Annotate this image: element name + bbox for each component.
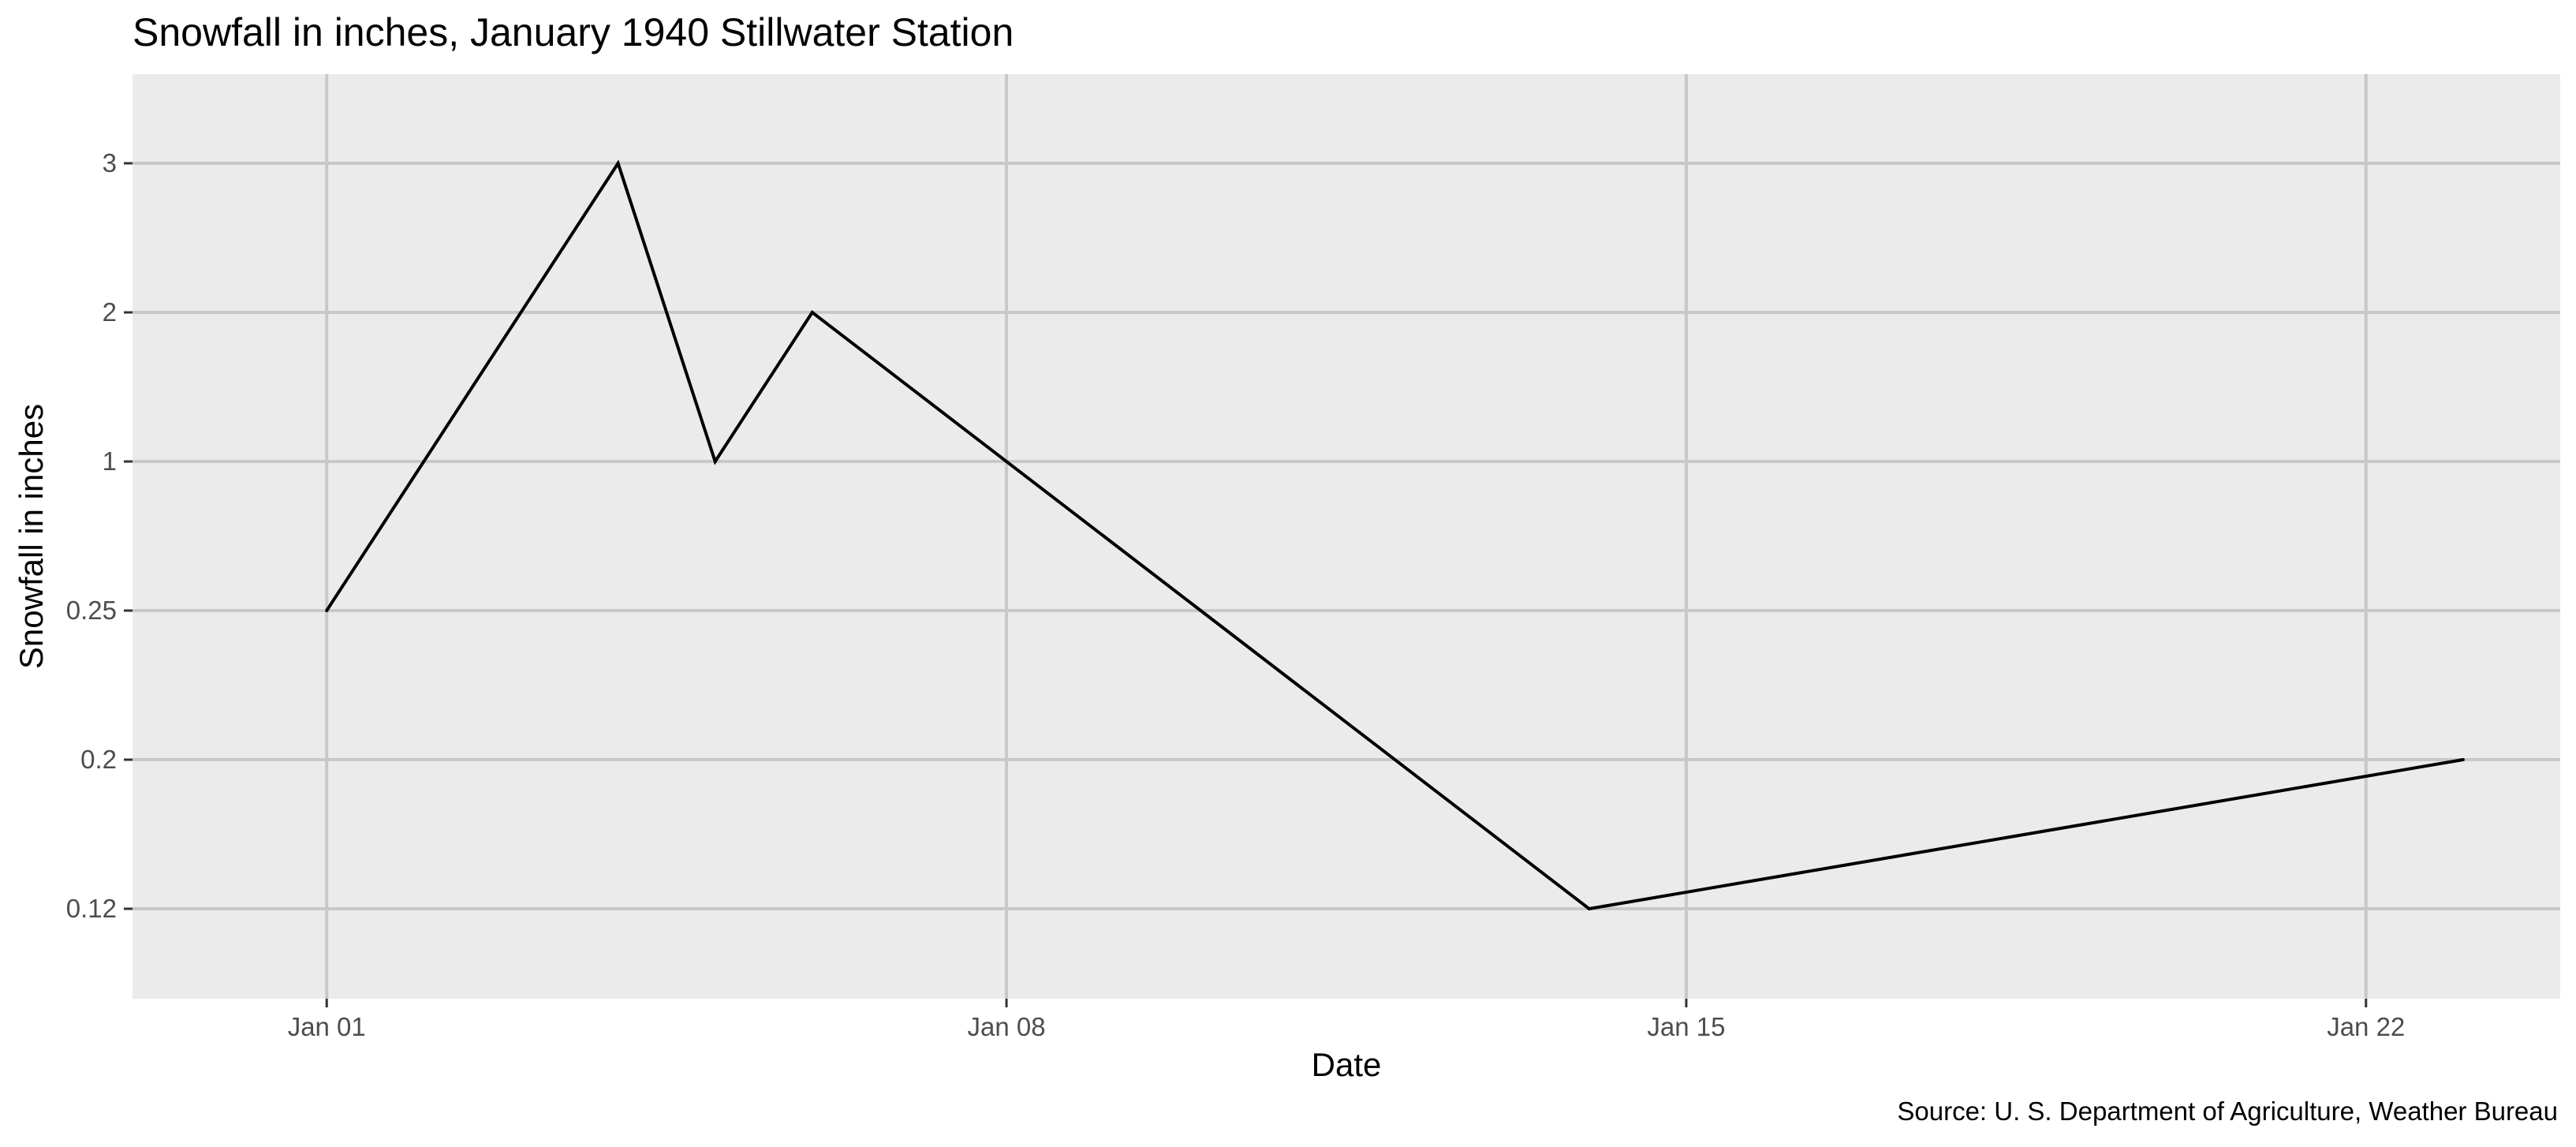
data-point: [325, 609, 329, 612]
series-line: [325, 159, 2464, 911]
y-tick-label: 3: [103, 148, 117, 177]
source-caption: Source: U. S. Department of Agriculture,…: [1897, 1097, 2558, 1126]
y-tick-label: 2: [103, 297, 117, 327]
x-tick-label: Jan 15: [1647, 1012, 1725, 1041]
y-gridlines: [133, 162, 2560, 910]
x-axis-ticks: Jan 01 Jan 08 Jan 15 Jan 22: [288, 999, 2405, 1041]
y-axis-ticks: 0.12 0.2 0.25 1 2 3: [66, 148, 133, 923]
data-point: [713, 460, 717, 463]
data-point: [810, 311, 814, 314]
x-axis-title: Date: [1312, 1046, 1382, 1083]
plot-panel: [133, 74, 2560, 999]
x-tick-label: Jan 01: [288, 1012, 366, 1041]
y-tick-label: 0.25: [66, 596, 117, 625]
x-tick-label: Jan 22: [2327, 1012, 2405, 1041]
chart-title: Snowfall in inches, January 1940 Stillwa…: [133, 10, 1014, 54]
data-point: [616, 162, 620, 165]
x-tick-label: Jan 08: [968, 1012, 1046, 1041]
data-points: [325, 162, 2465, 910]
x-gridlines: [325, 74, 2368, 999]
y-tick-label: 0.12: [66, 894, 117, 923]
data-point: [1587, 907, 1591, 910]
y-axis-title: Snowfall in inches: [13, 404, 50, 669]
y-tick-label: 0.2: [80, 745, 117, 774]
y-tick-label: 1: [103, 446, 117, 476]
data-point: [2461, 758, 2465, 761]
